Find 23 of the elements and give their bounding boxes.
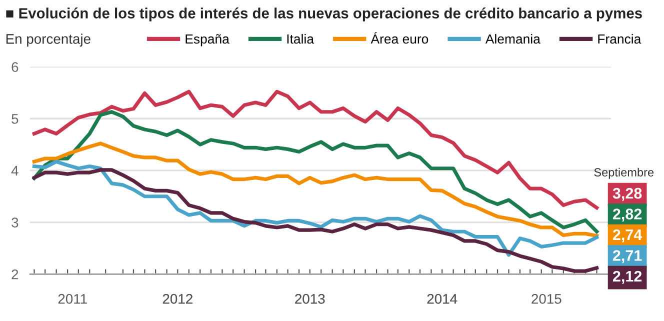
data-label: 2,82 <box>612 208 642 222</box>
chart-subtitle: En porcentaje <box>6 34 90 47</box>
legend-label: Alemania <box>485 34 540 44</box>
annotation: Septiembre <box>594 168 654 179</box>
x-tick-label: 2012 <box>162 294 192 304</box>
legend-label: España <box>186 34 230 46</box>
x-tick-label: 2013 <box>295 294 325 304</box>
y-tick-label: 5 <box>12 114 18 124</box>
data-label: 2,74 <box>612 229 642 242</box>
x-tick-label: 2015 <box>532 294 562 304</box>
data-label: 2,12 <box>612 270 642 284</box>
x-tick-label: 2011 <box>58 294 87 304</box>
data-label: 2,71 <box>612 250 642 264</box>
chart-title: ■ Evolución de los tipos de interés de las nuevas operaciones de crédito bancario a pymes <box>6 8 642 22</box>
y-tick-label: 4 <box>11 166 18 176</box>
legend-label: Área euro <box>370 32 428 44</box>
x-tick-label: 2014 <box>427 294 458 304</box>
legend-label: Italia <box>287 34 314 44</box>
y-tick-label: 6 <box>12 62 18 72</box>
data-label: 3,28 <box>612 188 642 201</box>
legend-label: Francia <box>598 34 642 44</box>
y-tick-label: 3 <box>12 218 18 228</box>
y-tick-label: 2 <box>12 269 18 280</box>
